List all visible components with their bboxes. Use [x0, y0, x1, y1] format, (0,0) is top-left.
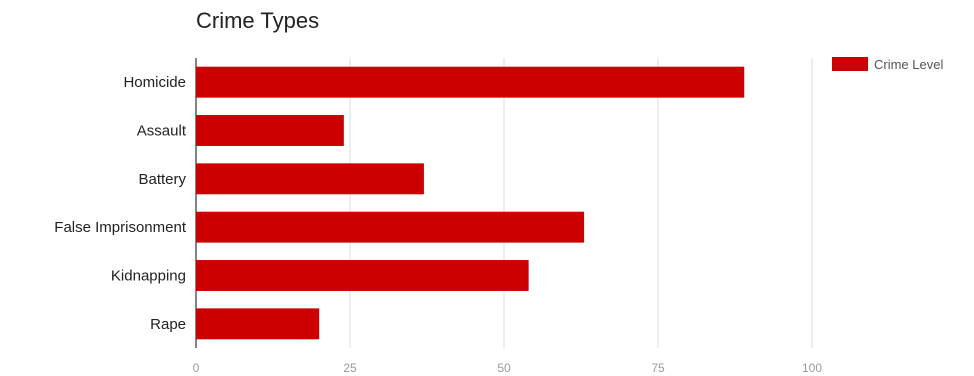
bar-rape: [196, 308, 320, 340]
x-tick-label: 50: [497, 361, 511, 375]
bar-kidnapping: [196, 260, 529, 291]
bar-false-imprisonment: [196, 211, 585, 243]
category-label: Homicide: [123, 74, 186, 91]
category-label: False Imprisonment: [54, 219, 187, 236]
category-label: Battery: [138, 171, 186, 188]
category-label: Rape: [150, 316, 186, 333]
x-tick-label: 25: [343, 361, 357, 375]
bar-assault: [196, 115, 344, 146]
bars: [196, 66, 745, 340]
chart-title: Crime Types: [196, 8, 320, 33]
category-labels: Homicide Assault Battery False Imprisonment…: [54, 74, 187, 333]
legend: Crime Level: [832, 57, 943, 72]
x-tick-label: 75: [651, 361, 665, 375]
legend-label: Crime Level: [874, 57, 943, 72]
x-tick-labels: 0 25 50 75 100: [193, 361, 823, 375]
bar-battery: [196, 163, 424, 195]
category-label: Kidnapping: [111, 268, 186, 285]
x-tick-label: 100: [802, 361, 822, 375]
x-tick-label: 0: [193, 361, 200, 375]
category-label: Assault: [137, 123, 187, 140]
bar-homicide: [196, 66, 745, 98]
gridlines: [195, 58, 813, 348]
legend-swatch: [832, 57, 868, 71]
